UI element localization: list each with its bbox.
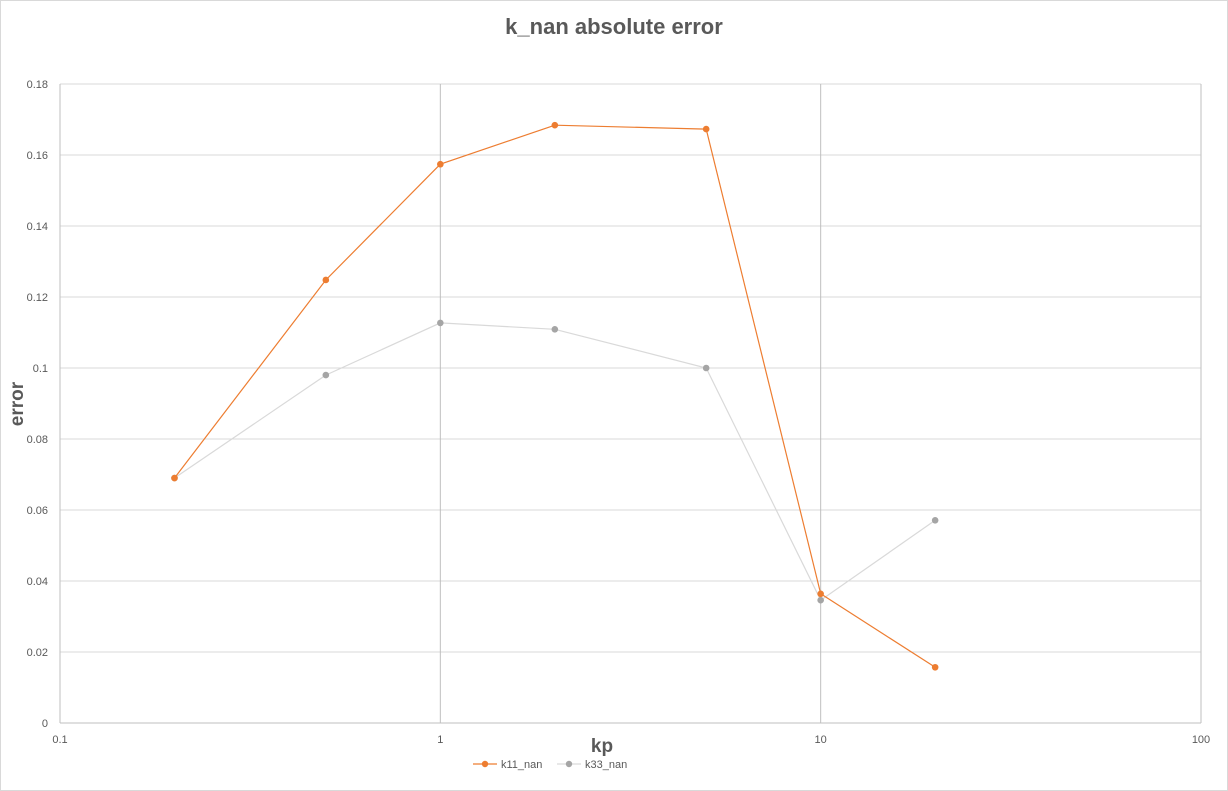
y-tick-label: 0.14 xyxy=(27,221,48,233)
y-tick-label: 0.04 xyxy=(27,576,48,588)
data-point-k33_nan xyxy=(817,596,824,604)
data-point-k33_nan xyxy=(931,516,939,524)
legend: k11_nan k33_nan xyxy=(473,759,627,771)
series-k11_nan xyxy=(171,121,939,671)
legend-label-k33: k33_nan xyxy=(585,759,627,771)
y-tick-label: 0 xyxy=(42,718,48,730)
axes: 0 0.02 0.04 0.06 0.08 0.1 0.12 0.14 0.16 0.18 0.1 1… xyxy=(27,79,1211,746)
y-tick-label: 0.02 xyxy=(27,647,48,659)
y-tick-label: 0.18 xyxy=(27,79,48,91)
y-tick-label: 0.12 xyxy=(27,292,48,304)
data-point-k11_nan xyxy=(931,663,939,671)
x-tick-label: 10 xyxy=(815,734,827,746)
data-point-k33_nan xyxy=(437,319,444,327)
x-axis-title: kp xyxy=(591,736,613,757)
y-tick-label: 0.06 xyxy=(27,505,48,517)
data-point-k33_nan xyxy=(702,364,710,372)
data-point-k11_nan xyxy=(322,276,330,284)
data-point-k11_nan xyxy=(437,160,444,168)
legend-marker-k33 xyxy=(565,760,573,768)
y-tick-label: 0.08 xyxy=(27,434,48,446)
data-point-k11_nan xyxy=(171,474,178,482)
x-tick-label: 100 xyxy=(1192,734,1210,746)
series-k33_nan xyxy=(171,319,939,604)
plot-series xyxy=(171,121,939,671)
y-tick-label: 0.1 xyxy=(33,363,48,375)
legend-item-k11: k11_nan xyxy=(473,759,542,771)
data-point-k11_nan xyxy=(702,125,710,133)
y-tick-label: 0.16 xyxy=(27,150,48,162)
legend-marker-k11 xyxy=(481,760,489,768)
x-tick-label: 1 xyxy=(437,734,443,746)
data-point-k11_nan xyxy=(551,121,559,129)
data-point-k33_nan xyxy=(551,326,559,333)
data-point-k33_nan xyxy=(322,371,330,379)
x-tick-label: 0.1 xyxy=(52,734,67,746)
chart-title: k_nan absolute error xyxy=(505,14,723,39)
legend-label-k11: k11_nan xyxy=(501,759,542,771)
data-point-k11_nan xyxy=(817,590,824,598)
y-axis-title: error xyxy=(7,381,28,426)
gridlines xyxy=(60,83,1202,723)
legend-item-k33: k33_nan xyxy=(557,759,627,771)
